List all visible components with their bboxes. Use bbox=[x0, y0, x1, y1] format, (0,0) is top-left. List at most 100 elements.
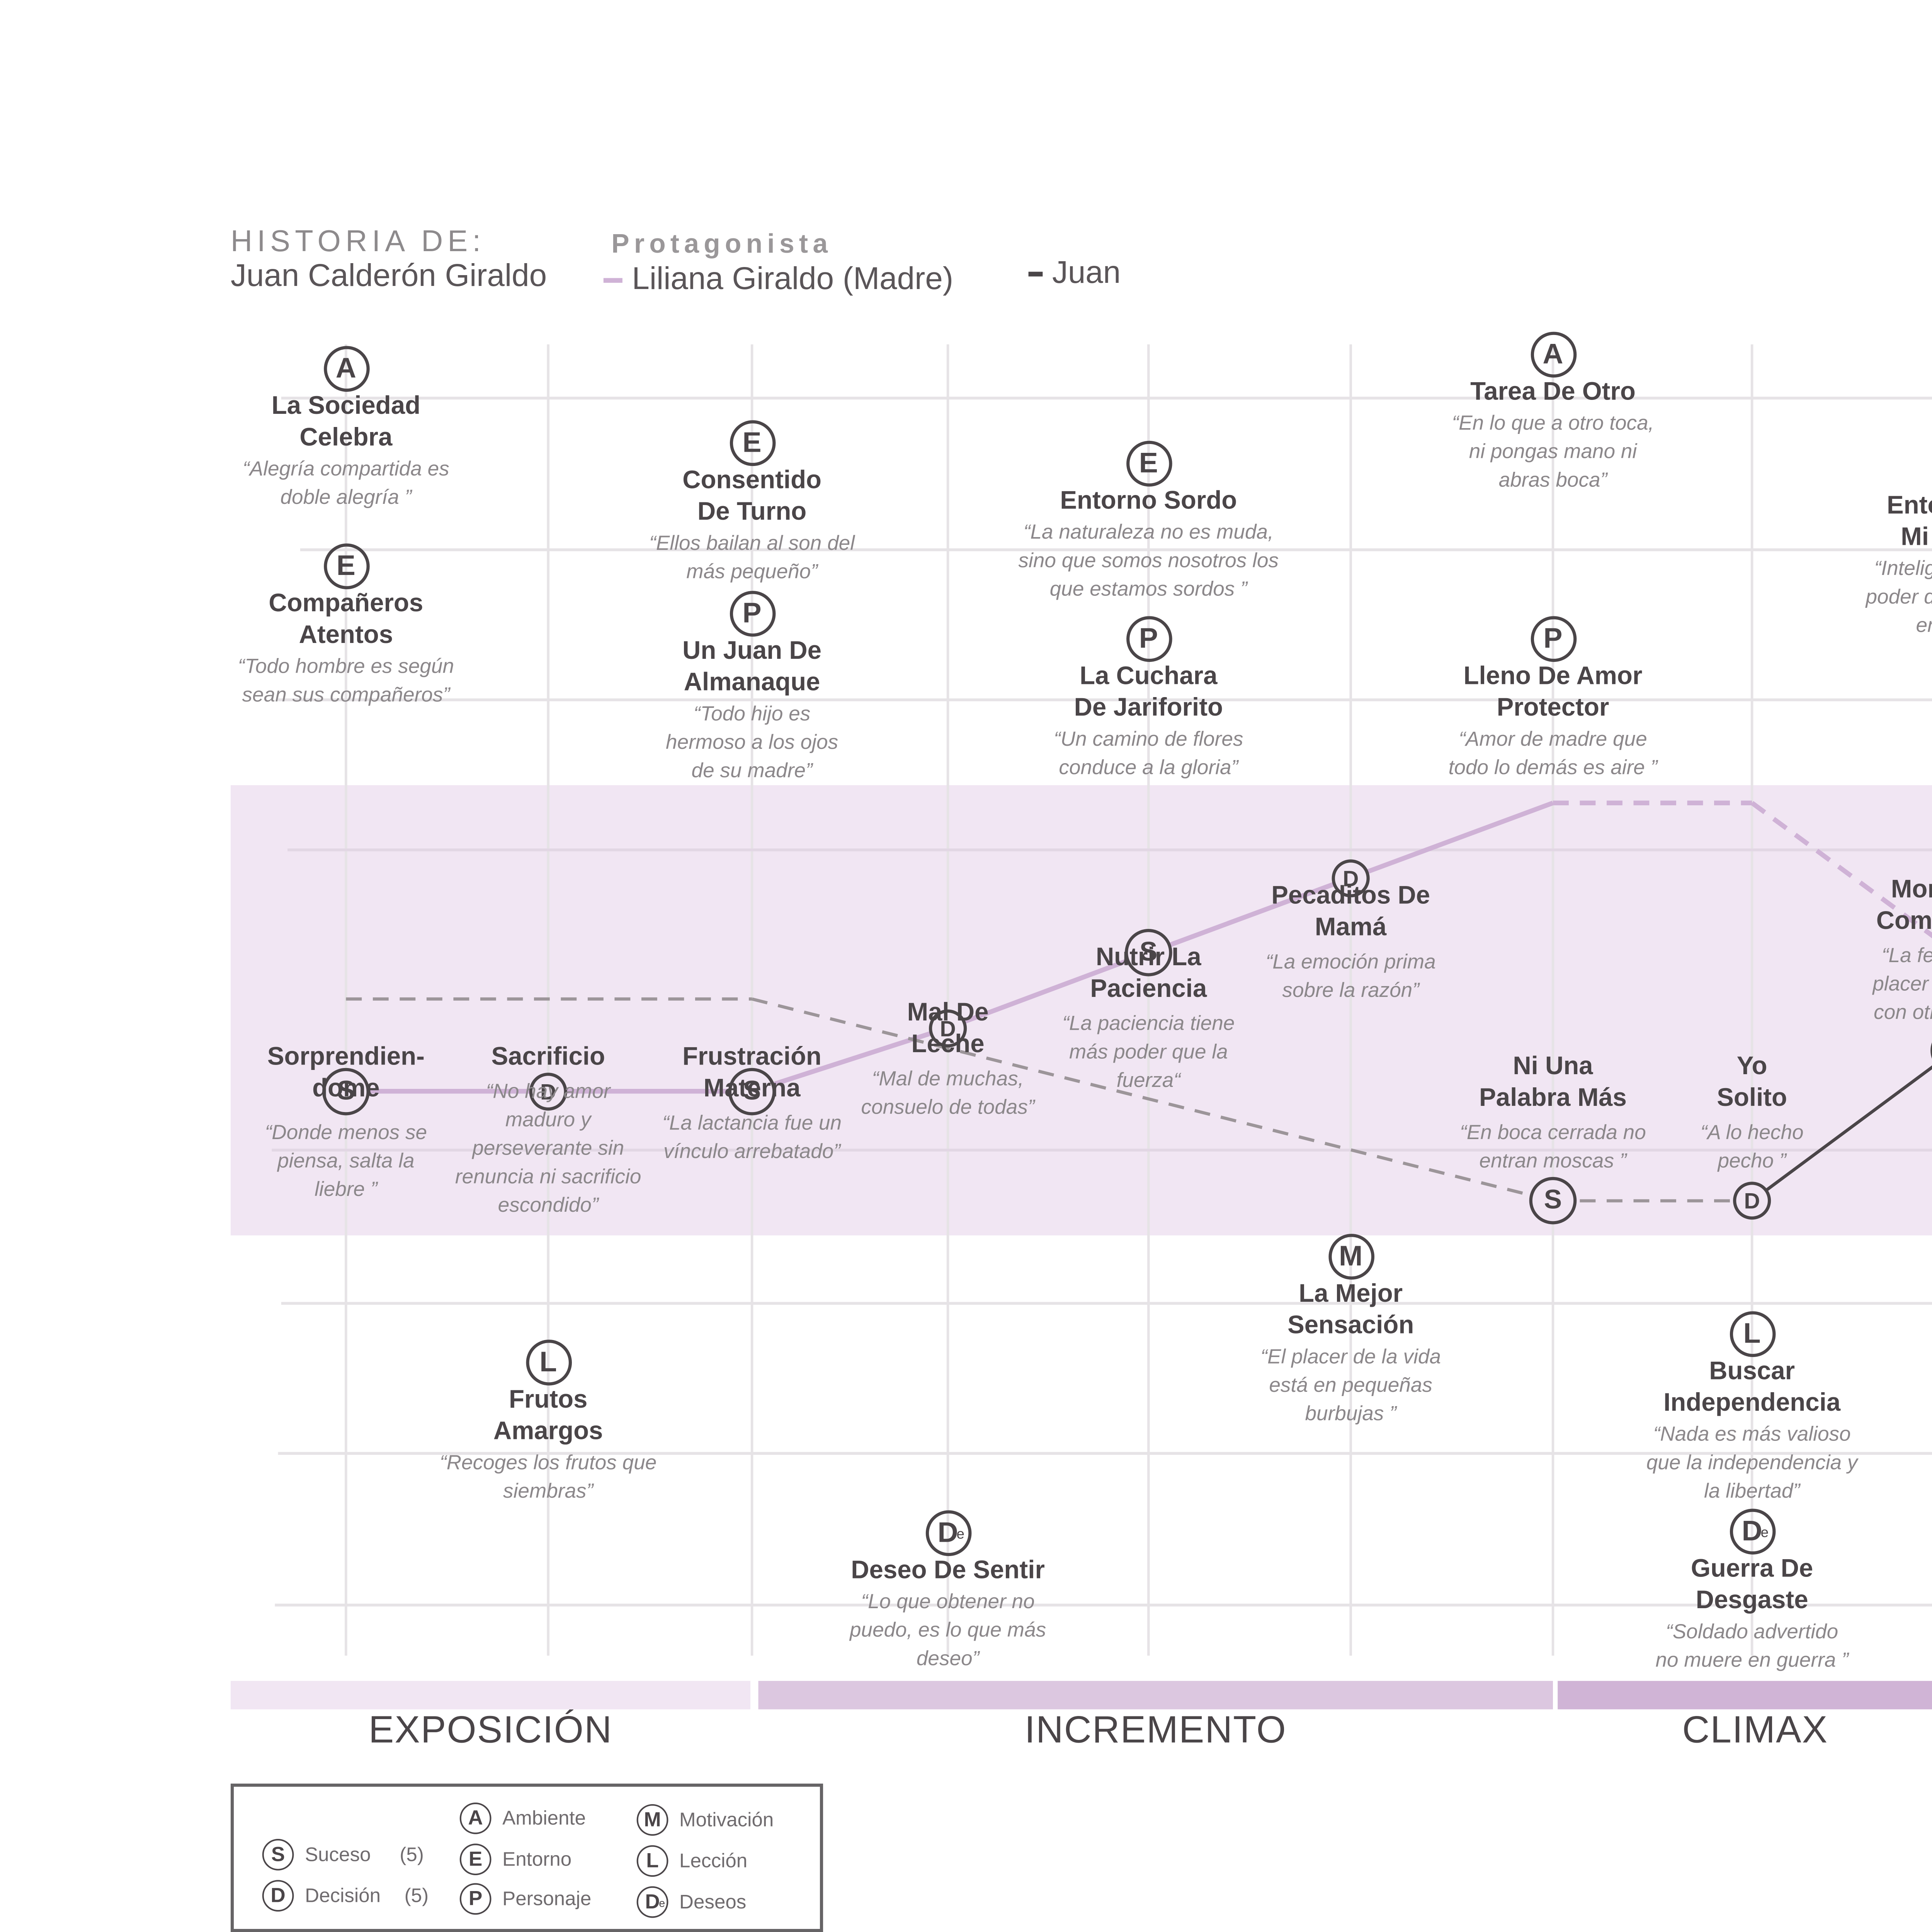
personaje-icon[interactable]: P bbox=[729, 591, 775, 637]
event-quote: “La emoción prima sobre la razón” bbox=[1265, 949, 1436, 1002]
note-title: Buscar Independencia bbox=[1663, 1359, 1841, 1417]
suceso-marker-icon[interactable]: S bbox=[322, 1067, 370, 1115]
legend-count: (5) bbox=[404, 1884, 429, 1907]
motivacion-icon[interactable]: M bbox=[1328, 1234, 1374, 1280]
note-title: Tarea De Otro bbox=[1470, 379, 1636, 406]
protagonist-label: Protagonista bbox=[611, 229, 833, 259]
mother-line-segment bbox=[947, 951, 1150, 1030]
event-title: Sacrificio bbox=[491, 1044, 605, 1071]
suceso-icon: S bbox=[262, 1839, 294, 1871]
event-label: Ni Una Palabra Más “En boca cerrada no en… bbox=[1379, 1052, 1726, 1175]
phase-label-incremento: INCREMENTO bbox=[1024, 1709, 1287, 1752]
event-title: Momentos Compartidos bbox=[1876, 877, 1932, 935]
personaje-icon: P bbox=[459, 1883, 492, 1915]
legend-label: Decisión bbox=[305, 1884, 381, 1907]
note-title: La Cuchara De Jariforito bbox=[1074, 663, 1223, 722]
entorno-icon[interactable]: E bbox=[729, 420, 775, 466]
note-quote: “Alegría compartida es doble alegría ” bbox=[243, 456, 449, 509]
note-quote: “Soldado advertido no muere en guerra ” bbox=[1655, 1619, 1849, 1672]
event-quote: “La paciencia tiene más poder que la fue… bbox=[1062, 1011, 1235, 1092]
suceso-marker-icon[interactable]: S bbox=[728, 1067, 776, 1115]
legend-label: Ambiente bbox=[502, 1807, 586, 1830]
upper-note: E Compañeros Atentos “Todo hombre es según… bbox=[172, 543, 520, 709]
upper-note: P Lleno De Amor Protector “Amor de madre q… bbox=[1379, 616, 1726, 782]
event-quote: “No hay amor maduro y perseverante sin r… bbox=[455, 1079, 641, 1217]
event-title: Nutrir La Paciencia bbox=[1090, 944, 1207, 1003]
event-title: Mal De Leche bbox=[907, 1000, 989, 1059]
ambiente-icon: A bbox=[459, 1802, 492, 1834]
leccion-icon[interactable]: L bbox=[525, 1340, 571, 1386]
suceso-marker-icon[interactable]: S bbox=[1529, 1177, 1577, 1225]
legend-label: Lección bbox=[679, 1850, 748, 1872]
note-quote: “Recoges los frutos que siembras” bbox=[440, 1450, 657, 1503]
note-quote: “El placer de la vida está en pequeñas b… bbox=[1260, 1344, 1441, 1425]
mother-line-segment bbox=[1350, 801, 1554, 880]
upper-note: P La Cuchara De Jariforito “Un camino de f… bbox=[975, 616, 1322, 782]
note-title: Compañeros Atentos bbox=[269, 591, 423, 650]
mother-line-segment bbox=[751, 1026, 949, 1094]
event-quote: “Mal de muchas, consuelo de todas” bbox=[861, 1066, 1035, 1119]
decision-marker-icon[interactable]: D bbox=[1332, 859, 1370, 897]
note-quote: “La naturaleza no es muda, sino que somo… bbox=[1018, 520, 1279, 600]
event-quote: “La lactancia fue un vínculo arrebatado” bbox=[662, 1111, 842, 1163]
note-title: Consentido De Turno bbox=[682, 468, 822, 526]
upper-note: P Un Juan De Almanaque “Todo hijo es hermo… bbox=[578, 591, 925, 785]
suceso-marker-icon[interactable]: S bbox=[1125, 929, 1172, 977]
personaje-icon[interactable]: P bbox=[1530, 616, 1576, 662]
ambiente-icon[interactable]: A bbox=[1530, 332, 1576, 378]
decision-icon: D bbox=[262, 1880, 294, 1912]
phase-label-climax: CLIMAX bbox=[1682, 1709, 1828, 1752]
event-label: Sacrificio “No hay amor maduro y persever… bbox=[374, 1043, 722, 1219]
decision-marker-icon[interactable]: D bbox=[1733, 1182, 1771, 1220]
legend-item-leccion: L Lección bbox=[636, 1845, 748, 1877]
legend-label: Deseos bbox=[679, 1891, 747, 1913]
upper-note: A Tarea De Otro “En lo que a otro toca, ni… bbox=[1379, 332, 1726, 495]
series-legend-juan: Juan bbox=[1028, 256, 1121, 292]
event-quote: “A lo hecho pecho ” bbox=[1700, 1120, 1804, 1172]
leccion-icon: L bbox=[636, 1845, 668, 1877]
note-quote: “Un camino de flores conduce a la gloria… bbox=[1054, 726, 1243, 779]
leccion-icon[interactable]: L bbox=[1729, 1311, 1775, 1357]
note-title: Entorno Es Mi Mamá bbox=[1887, 493, 1932, 551]
juan-line-swatch bbox=[1028, 272, 1043, 277]
note-title: Guerra De Desgaste bbox=[1690, 1556, 1813, 1615]
note-quote: “Lo que obtener no puedo, es lo que más … bbox=[849, 1589, 1046, 1670]
event-title: Frustración Materna bbox=[682, 1044, 822, 1103]
symbol-legend: S Suceso (5) D Decisión (5) A Ambiente E… bbox=[230, 1783, 823, 1932]
event-quote: “La felicidad: un placer compartido con … bbox=[1872, 943, 1932, 1024]
series-legend-mother-label: Liliana Giraldo (Madre) bbox=[632, 262, 954, 297]
decision-marker-icon[interactable]: D bbox=[529, 1072, 567, 1111]
event-title: Yo Solito bbox=[1717, 1054, 1787, 1112]
phase-label-exposicion: EXPOSICIÓN bbox=[368, 1709, 613, 1752]
series-legend-mother: Liliana Giraldo (Madre) bbox=[603, 262, 954, 299]
note-title: Deseo De Sentir bbox=[851, 1558, 1045, 1585]
note-title: Frutos Amargos bbox=[493, 1387, 603, 1446]
juan-line-segment bbox=[752, 997, 1553, 1202]
legend-label: Personaje bbox=[502, 1888, 592, 1910]
event-label: Nutrir La Paciencia “La paciencia tiene m… bbox=[975, 943, 1322, 1095]
upper-note: A La Sociedad Celebra “Alegría compartida … bbox=[172, 346, 520, 512]
story-name: Juan Calderón Giraldo bbox=[230, 259, 547, 294]
personaje-icon[interactable]: P bbox=[1126, 616, 1172, 662]
decision-marker-icon[interactable]: D bbox=[929, 1009, 967, 1047]
rising-action-band bbox=[230, 785, 1932, 1236]
entorno-icon[interactable]: E bbox=[1126, 440, 1172, 487]
note-quote: “Nada es más valioso que la independenci… bbox=[1646, 1422, 1858, 1503]
event-title: Ni Una Palabra Más bbox=[1479, 1054, 1627, 1112]
note-title: Un Juan De Almanaque bbox=[682, 638, 822, 697]
mother-line-swatch bbox=[603, 278, 622, 283]
entorno-icon[interactable]: E bbox=[323, 543, 369, 590]
legend-item-entorno: E Entorno bbox=[459, 1844, 571, 1876]
note-quote: “Ellos bailan al son del más pequeño” bbox=[649, 531, 855, 583]
event-title: Pecaditos De Mamá bbox=[1271, 883, 1430, 942]
legend-label: Suceso bbox=[305, 1844, 371, 1866]
phase-bar-incremento bbox=[758, 1681, 1553, 1709]
ambiente-icon[interactable]: A bbox=[323, 346, 369, 392]
